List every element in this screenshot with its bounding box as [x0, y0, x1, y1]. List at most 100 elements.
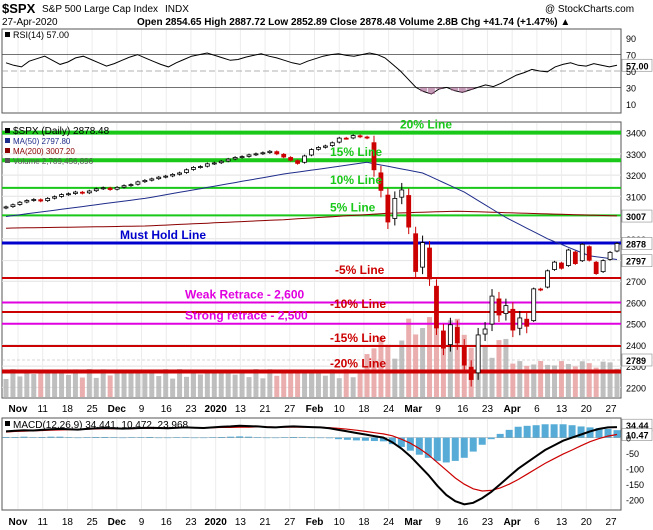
- price-legend-swatch: [5, 148, 10, 153]
- volume-bar: [211, 372, 217, 397]
- volume-bar: [267, 369, 273, 397]
- volume-bar: [281, 370, 287, 397]
- volume-bar: [302, 371, 308, 397]
- macd-histogram-bar: [559, 424, 567, 438]
- macd-histogram-bar: [38, 437, 46, 438]
- date-axis-label: Mar: [404, 404, 422, 415]
- labels-layer: 20% Line 15% Line 10% Line 5% Line Must Hold…: [5, 30, 452, 431]
- volume-bar: [59, 370, 65, 397]
- rsi-tick-label: 57.00: [626, 61, 649, 71]
- date-axis-label-bottom: Apr: [504, 517, 521, 528]
- volume-bar: [128, 371, 134, 397]
- macd-histogram-bar: [20, 436, 28, 438]
- price-tick-label: 2700: [626, 277, 646, 287]
- candle-body: [170, 174, 176, 177]
- macd-histogram-bar: [245, 436, 253, 438]
- macd-tick-label: 10.47: [626, 431, 649, 441]
- macd-histogram-bar: [613, 430, 621, 438]
- macd-histogram-bar: [325, 437, 333, 439]
- price-legend-swatch: [5, 128, 10, 133]
- macd-histogram-bar: [137, 437, 145, 438]
- chart-index-name: S&P 500 Large Cap Index: [42, 4, 158, 15]
- candle-body: [86, 190, 92, 194]
- candle-body: [149, 178, 155, 181]
- macd-histogram-bar: [406, 437, 414, 451]
- date-axis-label-bottom: 20: [581, 517, 593, 528]
- candle-body: [274, 151, 280, 155]
- rsi-layer: [2, 52, 621, 95]
- price-tick-label: 3200: [626, 171, 646, 181]
- chart-quote: Open 2854.65 High 2887.72 Low 2852.89 Cl…: [137, 17, 570, 28]
- macd-histogram-bar: [227, 436, 235, 438]
- candle-body: [295, 160, 301, 164]
- candle-body: [246, 154, 252, 157]
- candle-body: [198, 166, 203, 168]
- candle-body: [559, 262, 564, 269]
- candle-body: [260, 152, 266, 155]
- date-axis-label: 23: [482, 404, 494, 415]
- price-tick-label: 2797: [626, 257, 646, 267]
- date-axis-label-bottom: 16: [457, 517, 469, 528]
- price-tick-label: 3400: [626, 129, 646, 139]
- price-tick-label: 2600: [626, 298, 646, 308]
- candle-body: [73, 191, 78, 194]
- candle-body: [79, 191, 85, 194]
- rsi-tick-label: 10: [626, 100, 636, 110]
- macd-histogram-bar: [29, 437, 37, 438]
- volume-bar: [239, 369, 245, 397]
- candle-body: [253, 153, 259, 156]
- volume-bar: [447, 320, 453, 397]
- macd-tick-label: -100: [626, 465, 644, 475]
- date-axis-label: 13: [235, 404, 247, 415]
- volume-bar: [524, 365, 530, 397]
- candle-body: [204, 163, 210, 167]
- candle-body: [357, 135, 363, 138]
- date-axis-label: 16: [161, 404, 173, 415]
- price-legend-entry: MA(50) 2797.80: [13, 137, 71, 146]
- level-line-label: -10% Line: [330, 297, 386, 311]
- macd-histogram-bar: [316, 437, 324, 439]
- macd-histogram-bar: [496, 433, 504, 438]
- volume-bar: [593, 367, 599, 397]
- macd-histogram-bar: [281, 437, 289, 438]
- candle-body: [267, 150, 273, 153]
- candle-body: [406, 195, 412, 228]
- macd-histogram-bar: [2, 437, 10, 438]
- ma50-line: [5, 161, 618, 260]
- date-axis-label-bottom: 2020: [205, 517, 228, 528]
- volume-bar: [225, 370, 231, 397]
- rsi-legend: RSI(14) 57.00: [13, 30, 69, 40]
- volume-bar: [600, 361, 606, 397]
- macd-histogram-bar: [352, 437, 360, 441]
- volume-tick-box: [621, 353, 653, 367]
- level-line-label: 10% Line: [330, 173, 382, 187]
- candle-body: [66, 193, 71, 196]
- candle-body: [24, 200, 30, 203]
- date-axis-label-bottom: Nov: [9, 517, 28, 528]
- volume-bar: [413, 334, 419, 397]
- rsi-oversold-fill: [420, 87, 428, 92]
- macd-histogram-bar: [119, 437, 127, 439]
- date-axis-label-bottom: 11: [38, 517, 49, 528]
- rsi-oversold-fill: [435, 87, 443, 90]
- date-axis-label-bottom: 9: [435, 517, 441, 528]
- macd-histogram-bar: [424, 437, 432, 458]
- date-axis-label: 25: [87, 404, 99, 415]
- date-axis-label-bottom: 13: [556, 517, 568, 528]
- macd-histogram-bar: [514, 426, 522, 438]
- date-axis-label-bottom: 23: [185, 517, 197, 528]
- volume-bar: [3, 379, 9, 397]
- candle-body: [378, 172, 384, 191]
- volume-bar: [510, 363, 516, 397]
- candle-body: [510, 308, 516, 331]
- macd-histogram-bar: [11, 437, 19, 438]
- candle-body: [392, 198, 398, 219]
- candle-body: [211, 162, 217, 165]
- macd-histogram-bar: [299, 437, 307, 438]
- candle-body: [17, 201, 23, 205]
- volume-bar: [204, 370, 210, 397]
- level-line-label: Strong retrace - 2,500: [185, 309, 308, 323]
- date-axis-label-bottom: 9: [139, 517, 145, 528]
- volume-bar: [10, 369, 16, 397]
- candle-body: [482, 328, 488, 335]
